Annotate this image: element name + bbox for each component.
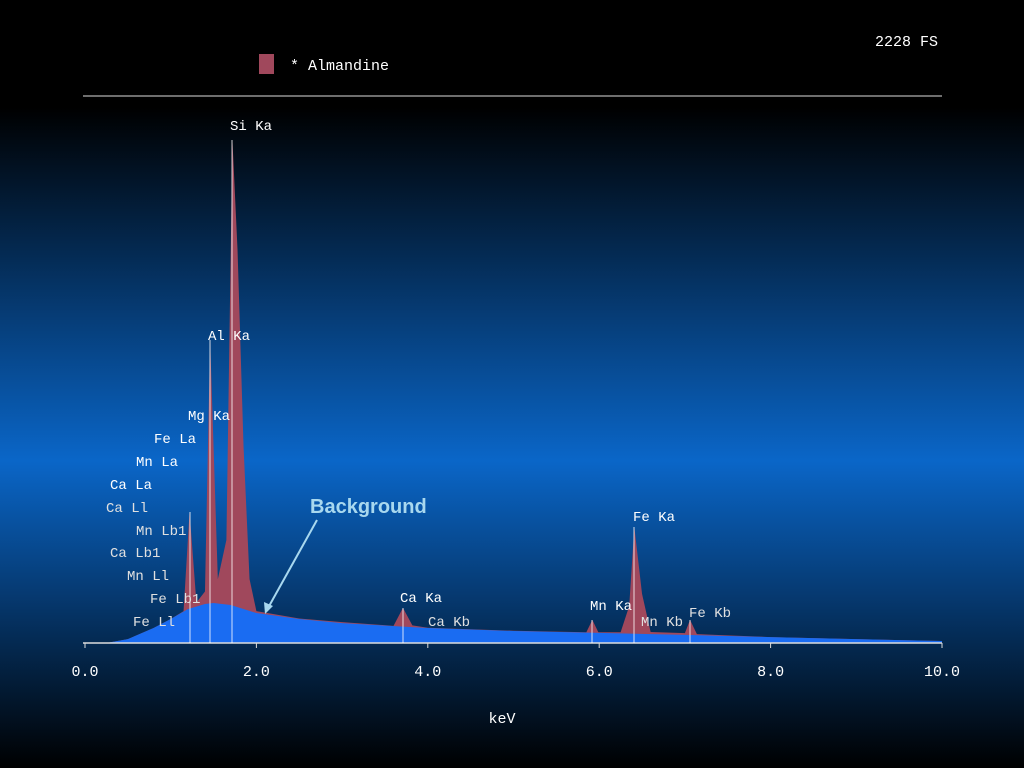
legend-label: * Almandine [290, 58, 389, 75]
x-tick-label: 6.0 [586, 664, 613, 681]
peak-label: Si Ka [230, 119, 272, 135]
peak-label: Ca Ll [106, 501, 148, 517]
x-axis-label: keV [488, 711, 515, 728]
annotation-arrowhead [264, 602, 273, 614]
peak-label: Ca Ka [400, 591, 442, 607]
peak-label: Ca La [110, 478, 152, 494]
peak-label: Ca Kb [428, 615, 470, 631]
legend-swatch [259, 54, 274, 74]
peak-label: Mn Ka [590, 599, 632, 615]
full-scale-label: 2228 FS [875, 34, 938, 51]
x-tick-label: 10.0 [924, 664, 960, 681]
peak-label: Mn La [136, 455, 178, 471]
peak-label: Fe Ka [633, 510, 675, 526]
peak-label: Fe Ll [133, 615, 175, 631]
annotation-arrow [267, 519, 318, 609]
peak-label: Al Ka [208, 329, 250, 345]
peak-label: Fe Kb [689, 606, 731, 622]
x-tick-label: 8.0 [757, 664, 784, 681]
peak-label: Ca Lb1 [110, 546, 160, 562]
peak-label: Mn Lb1 [136, 524, 186, 540]
peak-label: Fe Lb1 [150, 592, 200, 608]
annotation-label: Background [310, 496, 427, 518]
x-tick-label: 4.0 [414, 664, 441, 681]
peak-label: Mn Ll [127, 569, 169, 585]
peak-label: Fe La [154, 432, 196, 448]
peak-label: Mg Ka [188, 409, 230, 425]
x-tick-label: 2.0 [243, 664, 270, 681]
peak-label: Mn Kb [641, 615, 683, 631]
x-tick-label: 0.0 [71, 664, 98, 681]
background-area [106, 602, 943, 643]
